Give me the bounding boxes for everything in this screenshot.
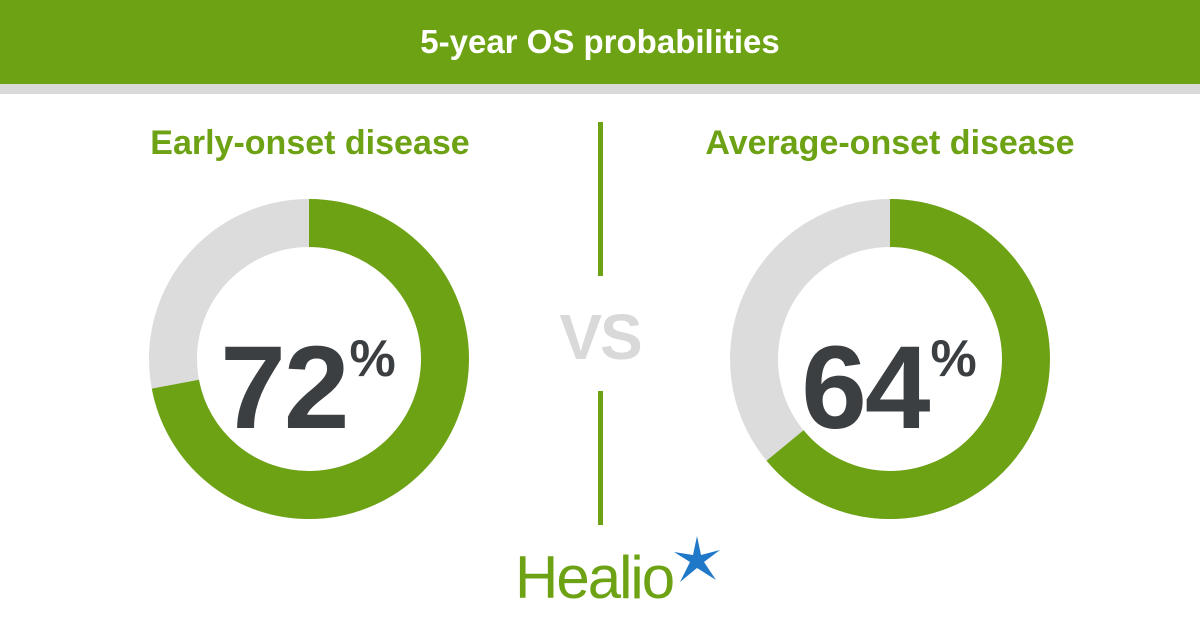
donut-arc-value bbox=[730, 199, 1050, 519]
divider-bottom bbox=[598, 391, 603, 525]
logo-wordmark: Healio bbox=[515, 544, 675, 611]
header-rule bbox=[0, 84, 1200, 94]
chart-title-average-onset: Average-onset disease bbox=[705, 124, 1075, 162]
value-unit: % bbox=[349, 330, 396, 388]
value-label-average-onset: 64% bbox=[729, 300, 1049, 447]
value-label-early-onset: 72% bbox=[148, 300, 468, 447]
donut-chart-average-onset bbox=[730, 199, 1050, 519]
value-unit: % bbox=[930, 330, 977, 388]
header-banner: 5-year OS probabilities bbox=[0, 0, 1200, 84]
vs-label: VS bbox=[559, 301, 642, 373]
donut-arc-value bbox=[149, 199, 469, 519]
star-icon bbox=[674, 536, 720, 582]
value-number: 72 bbox=[220, 322, 349, 454]
divider-top bbox=[598, 122, 603, 276]
chart-title-early-onset: Early-onset disease bbox=[150, 124, 470, 162]
donut-chart-early-onset bbox=[149, 199, 469, 519]
page-title: 5-year OS probabilities bbox=[420, 23, 780, 60]
value-number: 64 bbox=[801, 322, 930, 454]
